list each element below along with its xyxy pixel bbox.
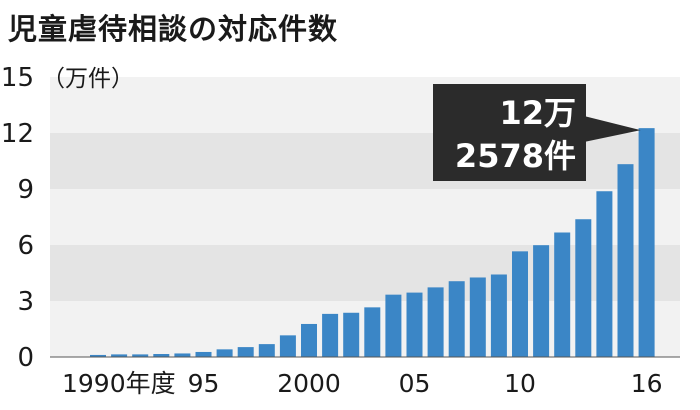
bar (279, 335, 296, 357)
bar (153, 354, 170, 357)
callout-line1: 12万 (499, 94, 576, 132)
grid-band (50, 189, 680, 245)
bar (322, 313, 339, 357)
bar (469, 277, 486, 357)
callout-pointer (584, 116, 641, 142)
x-tick-label: 10 (504, 369, 536, 398)
bar (638, 128, 655, 357)
bar (448, 281, 465, 357)
bar (195, 351, 212, 357)
bar (533, 245, 550, 357)
bar (554, 232, 571, 357)
chart-title: 児童虐待相談の対応件数 (8, 12, 339, 46)
y-tick-label: 0 (17, 343, 34, 373)
x-tick-label: 1990年度 (62, 369, 176, 398)
bar (596, 191, 613, 357)
bar (427, 287, 444, 357)
y-tick-label: 9 (17, 175, 34, 205)
bar (90, 354, 106, 357)
x-tick-label: 05 (399, 369, 431, 398)
x-tick-label: 95 (188, 369, 220, 398)
bar (343, 312, 360, 357)
bar (174, 353, 191, 357)
y-tick-label: 3 (17, 287, 34, 317)
bar (364, 307, 381, 357)
bar (406, 292, 423, 357)
y-tick-label: 15 (1, 63, 34, 93)
bar (258, 344, 275, 357)
bar (512, 251, 528, 357)
x-tick-label: 2000 (277, 369, 341, 398)
bar (617, 164, 634, 357)
y-unit-label: （万件） (42, 66, 134, 92)
callout-line2: 2578件 (455, 137, 576, 175)
bar (216, 349, 233, 357)
callout-box (433, 84, 586, 181)
y-tick-label: 6 (17, 231, 34, 261)
bar (132, 354, 149, 357)
bar (385, 294, 402, 357)
bar (490, 274, 507, 357)
grid-band (50, 245, 680, 301)
bar (575, 219, 592, 357)
x-tick-label: 16 (631, 369, 663, 398)
y-tick-label: 12 (1, 119, 34, 149)
bar (111, 354, 128, 357)
bar (237, 347, 254, 357)
bar (301, 323, 317, 357)
